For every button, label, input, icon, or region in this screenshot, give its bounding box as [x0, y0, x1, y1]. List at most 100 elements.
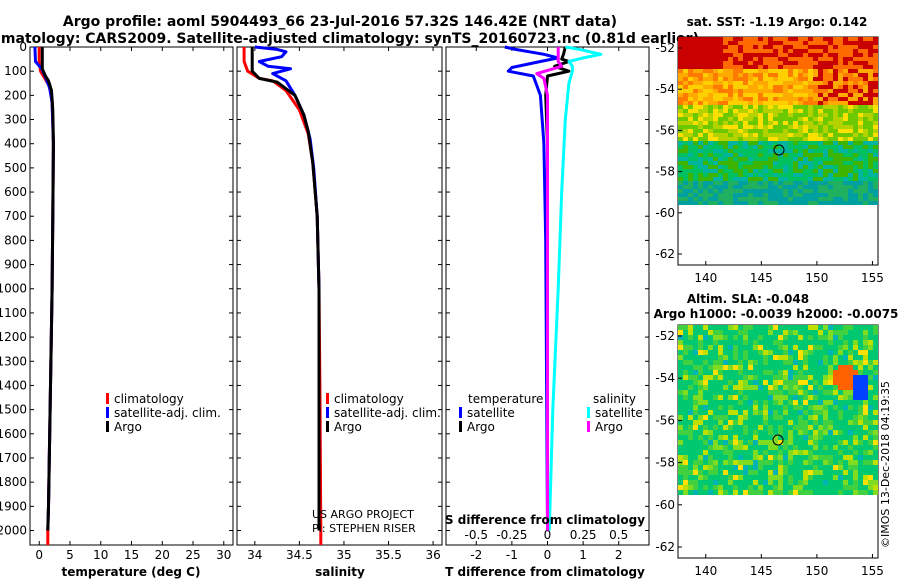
sla-cell — [828, 375, 833, 380]
depth-tick-label: 1100 — [0, 306, 27, 320]
sla-cell — [873, 355, 878, 360]
sla-cell — [703, 410, 708, 415]
sst-cell — [853, 41, 858, 45]
sla-cell — [748, 425, 753, 430]
sst-cell — [688, 113, 693, 117]
sla-cell — [768, 370, 773, 375]
sst-cell — [768, 193, 773, 197]
legend-swatch-climatology — [326, 393, 329, 404]
lat-tick-label: -54 — [655, 371, 675, 385]
sst-cell — [798, 173, 803, 177]
sla-cell — [743, 390, 748, 395]
sst-cell — [763, 41, 768, 45]
sst-cell — [773, 77, 778, 81]
sst-cell — [738, 137, 743, 141]
sst-cell — [788, 153, 793, 157]
sla-cell — [678, 465, 683, 470]
sst-cell — [873, 173, 878, 177]
sla-cell — [718, 370, 723, 375]
sst-cell — [688, 189, 693, 193]
sla-cell — [763, 385, 768, 390]
sla-cell — [843, 490, 848, 495]
sla-cell — [713, 410, 718, 415]
sst-cell — [808, 45, 813, 49]
sla-cell — [863, 485, 868, 490]
sla-cell — [763, 405, 768, 410]
sla-cell — [708, 360, 713, 365]
sst-cell — [718, 101, 723, 105]
sla-cell — [698, 450, 703, 455]
sst-cell — [683, 141, 688, 145]
sla-cell — [798, 430, 803, 435]
sst-cell — [823, 49, 828, 53]
s-tick-label: -0.5 — [465, 528, 488, 542]
sla-cell — [768, 355, 773, 360]
sla-cell — [863, 465, 868, 470]
sla-cell — [798, 460, 803, 465]
sst-cell — [858, 97, 863, 101]
sla-cell — [858, 360, 863, 365]
sla-cell — [698, 405, 703, 410]
sst-cell — [823, 101, 828, 105]
sst-cell — [768, 125, 773, 129]
sla-cell — [688, 470, 693, 475]
sst-cell — [748, 85, 753, 89]
depth-tick-label: 400 — [4, 137, 27, 151]
sst-cell — [708, 165, 713, 169]
sla-cell — [738, 420, 743, 425]
sst-cell — [798, 165, 803, 169]
sst-cell — [813, 189, 818, 193]
sst-cell — [843, 117, 848, 121]
sst-cell — [863, 81, 868, 85]
sla-cell — [753, 325, 758, 330]
sst-cell — [788, 105, 793, 109]
sst-cell — [698, 81, 703, 85]
sla-cell — [678, 360, 683, 365]
sla-cell — [838, 425, 843, 430]
sst-cell — [853, 85, 858, 89]
sst-cell — [823, 197, 828, 201]
sla-cell — [833, 455, 838, 460]
sla-cell — [758, 390, 763, 395]
sla-cell — [683, 435, 688, 440]
lat-tick-label: -58 — [655, 456, 675, 470]
sst-cell — [718, 65, 723, 69]
sla-cell — [738, 450, 743, 455]
sla-cell — [763, 390, 768, 395]
sst-cell — [718, 89, 723, 93]
sla-cell — [863, 355, 868, 360]
sla-cell — [783, 435, 788, 440]
sst-cell — [853, 185, 858, 189]
sst-cell — [733, 125, 738, 129]
sla-cell — [758, 405, 763, 410]
sst-cell — [683, 121, 688, 125]
sst-cell — [718, 125, 723, 129]
sst-cell — [693, 153, 698, 157]
sst-cell — [858, 105, 863, 109]
sla-cell — [718, 460, 723, 465]
sst-cell — [808, 125, 813, 129]
sst-cell — [698, 193, 703, 197]
depth-tick-label: 1700 — [0, 451, 27, 465]
sst-cell — [863, 37, 868, 41]
sst-cell — [843, 185, 848, 189]
lat-tick-label: -54 — [655, 82, 675, 96]
sla-cell — [758, 435, 763, 440]
sst-cell — [703, 73, 708, 77]
sst-cell — [778, 45, 783, 49]
sla-cell — [738, 455, 743, 460]
sst-cell — [853, 101, 858, 105]
sla-cell — [843, 425, 848, 430]
sst-cell — [818, 177, 823, 181]
sst-cell — [738, 53, 743, 57]
sla-cell — [838, 480, 843, 485]
sst-cell — [778, 189, 783, 193]
sst-cell — [793, 65, 798, 69]
sla-cell — [683, 445, 688, 450]
sla-cell — [733, 355, 738, 360]
sst-cell — [808, 137, 813, 141]
sst-cell — [818, 57, 823, 61]
sst-cell — [763, 181, 768, 185]
sla-cell — [708, 415, 713, 420]
sla-cell — [813, 335, 818, 340]
